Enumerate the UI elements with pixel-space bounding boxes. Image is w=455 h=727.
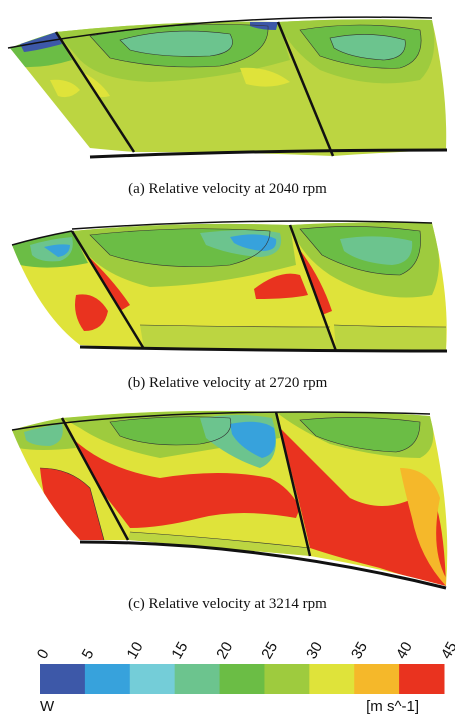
contour-plot-a (7, 16, 448, 159)
color-legend: 0 5 10 15 20 25 30 35 40 45 W [m s^-1] (0, 624, 455, 722)
legend-tick-label: 0 (34, 646, 53, 662)
legend-tick-label: 45 (438, 639, 455, 662)
legend-variable: W (40, 698, 55, 715)
legend-swatch (219, 664, 265, 694)
legend-tick-label: 40 (393, 639, 416, 662)
panel-b (0, 215, 455, 390)
legend-swatch (264, 664, 310, 694)
contour-plot-b (11, 220, 448, 353)
legend-swatch (399, 664, 445, 694)
legend-swatch (174, 664, 221, 694)
panel-a (0, 0, 455, 175)
legend-tick-label: 25 (258, 639, 281, 662)
legend-unit: [m s^-1] (366, 698, 419, 715)
contour-plot-c (11, 410, 448, 590)
caption-a: (a) Relative velocity at 2040 rpm (128, 181, 327, 197)
legend-tick-label: 15 (168, 639, 191, 662)
legend-tick-label: 35 (348, 639, 371, 662)
legend-tick-label: 20 (213, 639, 236, 662)
legend-swatch (354, 664, 400, 694)
legend-swatch (84, 664, 131, 694)
caption-c: (c) Relative velocity at 3214 rpm (128, 596, 327, 612)
legend-swatch (309, 664, 355, 694)
legend-swatch (129, 664, 176, 694)
legend-tick-label: 5 (79, 646, 98, 662)
legend-tick-label: 10 (124, 639, 147, 662)
legend-bar: 0 5 10 15 20 25 30 35 40 45 (34, 639, 455, 694)
legend-tick-label: 30 (303, 639, 326, 662)
caption-b: (b) Relative velocity at 2720 rpm (127, 375, 328, 391)
legend-swatch (40, 664, 86, 694)
panel-c (0, 408, 455, 598)
